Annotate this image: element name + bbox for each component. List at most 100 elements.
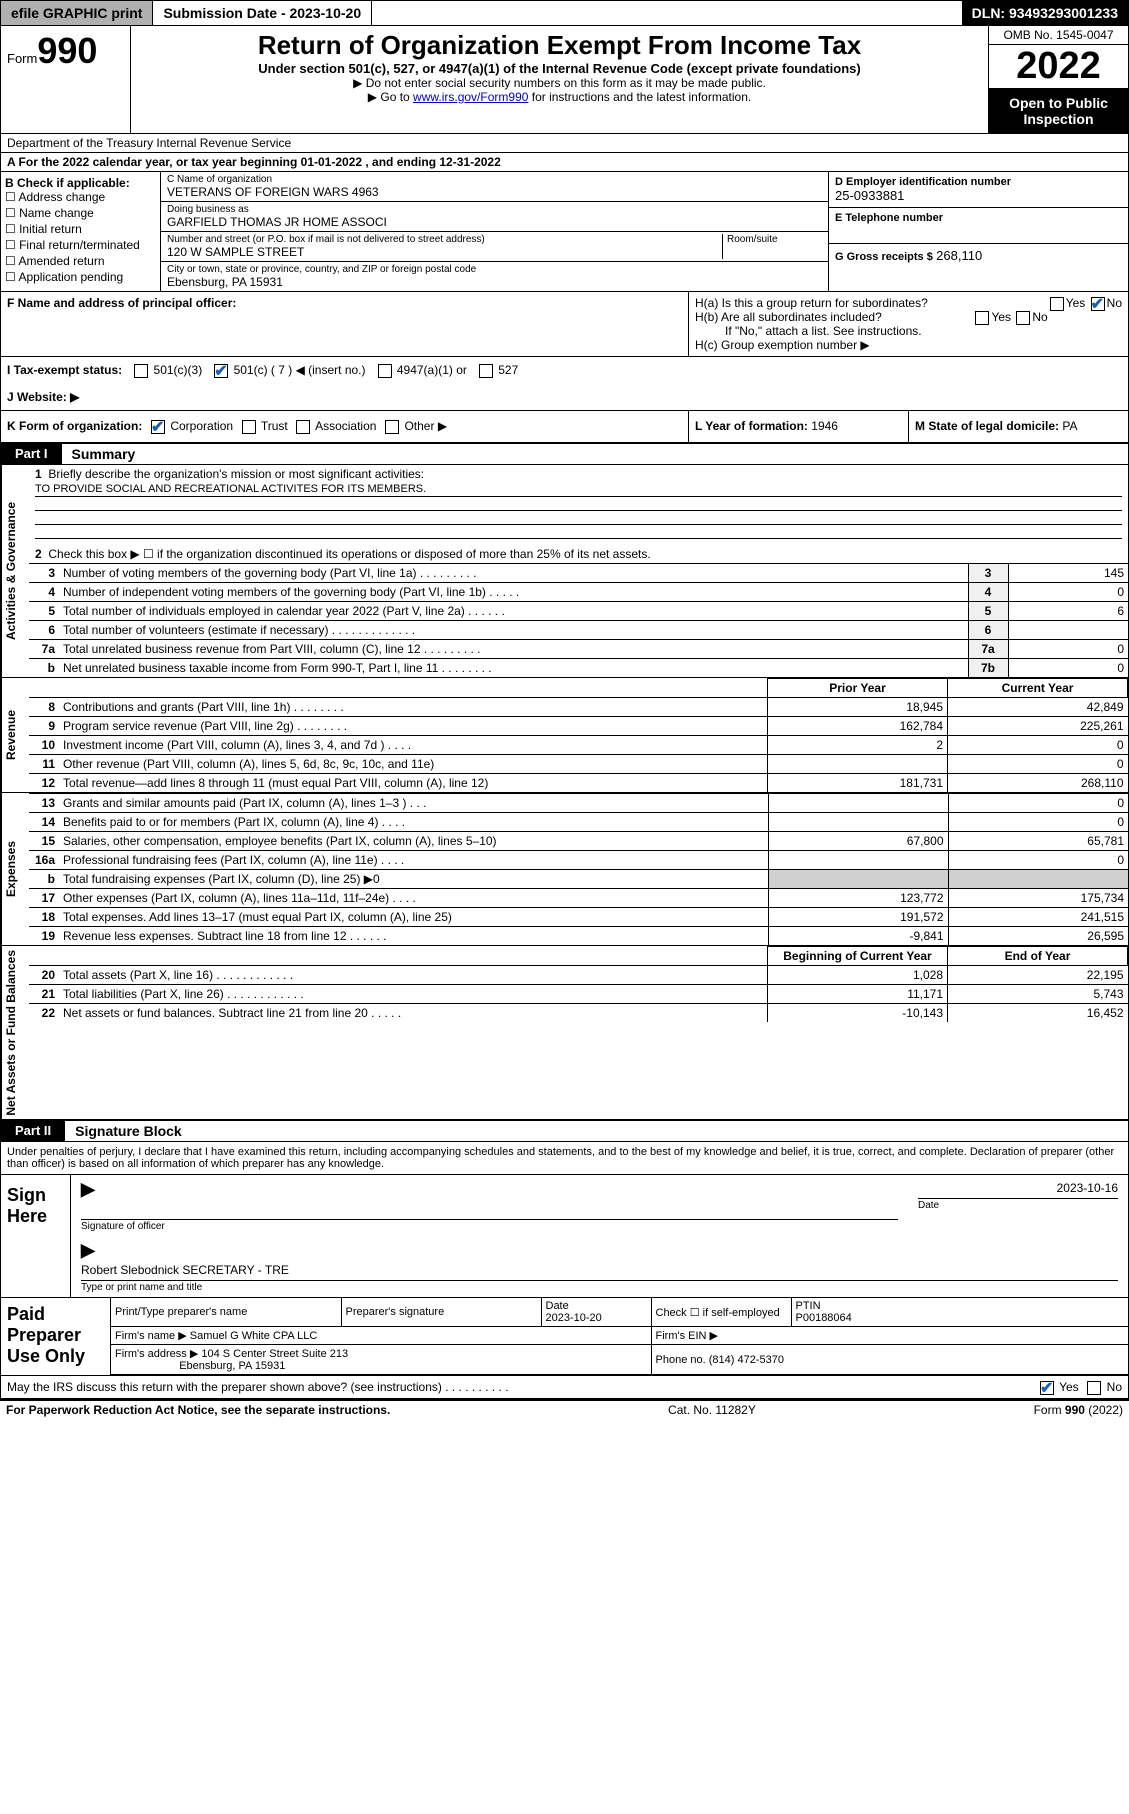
line-box: 3 (968, 563, 1008, 582)
net-assets-section: Net Assets or Fund Balances Beginning of… (0, 946, 1129, 1122)
prior-value (768, 850, 948, 869)
signature-arrow-icon: ▶ (81, 1179, 95, 1199)
line-desc: Net assets or fund balances. Subtract li… (59, 1003, 768, 1022)
k-l-m-row: K Form of organization: Corporation Trus… (0, 411, 1129, 444)
officer-signature-line (81, 1202, 898, 1220)
line-value (1008, 620, 1128, 639)
chk-501c[interactable] (214, 364, 228, 378)
gross-receipts-value: 268,110 (936, 248, 982, 263)
part-2-tab: Part II (1, 1121, 65, 1141)
current-value: 175,734 (948, 888, 1128, 907)
header-subtitle-3: ▶ Go to www.irs.gov/Form990 for instruct… (141, 90, 978, 104)
end-value: 16,452 (948, 1003, 1128, 1022)
line-desc: Investment income (Part VIII, column (A)… (59, 735, 768, 754)
ha-no-checkbox[interactable] (1091, 297, 1105, 311)
open-to-public-badge: Open to Public Inspection (989, 89, 1128, 133)
line-desc: Net unrelated business taxable income fr… (59, 658, 968, 677)
hb-no-checkbox[interactable] (1016, 311, 1030, 325)
form-number: 990 (37, 30, 97, 71)
may-irs-yes-checkbox[interactable] (1040, 1381, 1054, 1395)
header-subtitle-2: ▶ Do not enter social security numbers o… (141, 76, 978, 90)
chk-initial-return[interactable]: ☐ Initial return (5, 222, 156, 236)
form-title: Return of Organization Exempt From Incom… (141, 30, 978, 61)
line-num: 11 (29, 754, 59, 773)
sub3-post: for instructions and the latest informat… (528, 90, 751, 104)
expenses-section: Expenses 13 Grants and similar amounts p… (0, 793, 1129, 946)
may-irs-no-checkbox[interactable] (1087, 1381, 1101, 1395)
chk-corporation[interactable] (151, 420, 165, 434)
line-num: 18 (29, 907, 59, 926)
line-desc: Other revenue (Part VIII, column (A), li… (59, 754, 768, 773)
hb-yes-checkbox[interactable] (975, 311, 989, 325)
chk-name-change[interactable]: ☐ Name change (5, 206, 156, 220)
chk-527[interactable] (479, 364, 493, 378)
chk-application-pending[interactable]: ☐ Application pending (5, 270, 156, 284)
chk-4947[interactable] (378, 364, 392, 378)
line-desc: Total number of individuals employed in … (59, 601, 968, 620)
irs-link[interactable]: www.irs.gov/Form990 (413, 90, 528, 104)
h-group-return: H(a) Is this a group return for subordin… (688, 292, 1128, 356)
ha-label: H(a) Is this a group return for subordin… (695, 296, 928, 310)
current-shaded (948, 869, 1128, 888)
line-desc: Total revenue—add lines 8 through 11 (mu… (59, 773, 768, 792)
net-table: Beginning of Current Year End of Year20 … (29, 946, 1128, 1022)
side-gov-label: Activities & Governance (1, 465, 29, 677)
paid-preparer-row: Paid Preparer Use Only Print/Type prepar… (1, 1297, 1128, 1375)
signature-block: Under penalties of perjury, I declare th… (0, 1142, 1129, 1399)
dba-label: Doing business as (167, 204, 822, 215)
current-value: 225,261 (948, 716, 1128, 735)
prior-value: -9,841 (768, 926, 948, 945)
chk-amended-return[interactable]: ☐ Amended return (5, 254, 156, 268)
current-value: 26,595 (948, 926, 1128, 945)
submission-date-label: Submission Date - 2023-10-20 (153, 1, 372, 25)
part-1-header: Part I Summary (0, 444, 1129, 465)
sign-here-label: Sign Here (1, 1175, 71, 1297)
city-label: City or town, state or province, country… (167, 264, 822, 275)
line-desc: Salaries, other compensation, employee b… (59, 831, 768, 850)
current-value: 0 (948, 735, 1128, 754)
line-num: b (29, 869, 59, 888)
omb-number: OMB No. 1545-0047 (989, 26, 1128, 45)
header-title-block: Return of Organization Exempt From Incom… (131, 26, 988, 133)
topbar-spacer (372, 1, 962, 25)
section-d-e-g: D Employer identification number 25-0933… (828, 172, 1128, 291)
ha-yes-checkbox[interactable] (1050, 297, 1064, 311)
chk-address-change[interactable]: ☐ Address change (5, 190, 156, 204)
room-label: Room/suite (727, 234, 822, 245)
paid-preparer-label: Paid Preparer Use Only (1, 1298, 111, 1375)
chk-association[interactable] (296, 420, 310, 434)
chk-trust[interactable] (242, 420, 256, 434)
phone-value (835, 224, 1122, 239)
pt-sig-cell: Preparer's signature (341, 1298, 541, 1327)
line-desc: Other expenses (Part IX, column (A), lin… (59, 888, 768, 907)
j-website-row: J Website: ▶ (0, 384, 1129, 411)
chk-final-return[interactable]: ☐ Final return/terminated (5, 238, 156, 252)
d-label: D Employer identification number (835, 176, 1122, 188)
sub3-pre: ▶ Go to (368, 90, 413, 104)
line-num: 14 (29, 812, 59, 831)
current-year-header: Current Year (948, 678, 1128, 697)
mission-blank-2 (35, 511, 1122, 525)
paid-preparer-table: Print/Type preparer's name Preparer's si… (111, 1298, 1128, 1375)
footer-mid: Cat. No. 11282Y (668, 1403, 756, 1417)
c-label: C Name of organization (167, 174, 822, 185)
efile-print-button[interactable]: efile GRAPHIC print (1, 1, 153, 25)
line-desc: Grants and similar amounts paid (Part IX… (59, 793, 768, 812)
mission-blank-3 (35, 525, 1122, 539)
end-value: 22,195 (948, 965, 1128, 984)
line-desc: Total liabilities (Part X, line 26) . . … (59, 984, 768, 1003)
line-value: 0 (1008, 658, 1128, 677)
firm-addr-cell: Firm's address ▶ 104 S Center Street Sui… (111, 1345, 651, 1375)
form-word: Form (7, 51, 37, 66)
beginning-value: 11,171 (768, 984, 948, 1003)
pt-name-cell: Print/Type preparer's name (111, 1298, 341, 1327)
line-box: 7a (968, 639, 1008, 658)
current-value: 0 (948, 850, 1128, 869)
prior-value (768, 812, 948, 831)
part-1-title: Summary (62, 444, 146, 464)
firm-phone-cell: Phone no. (814) 472-5370 (651, 1345, 1128, 1375)
chk-other[interactable] (385, 420, 399, 434)
chk-501c3[interactable] (134, 364, 148, 378)
officer-signature-caption: Signature of officer (81, 1221, 898, 1232)
current-value: 241,515 (948, 907, 1128, 926)
